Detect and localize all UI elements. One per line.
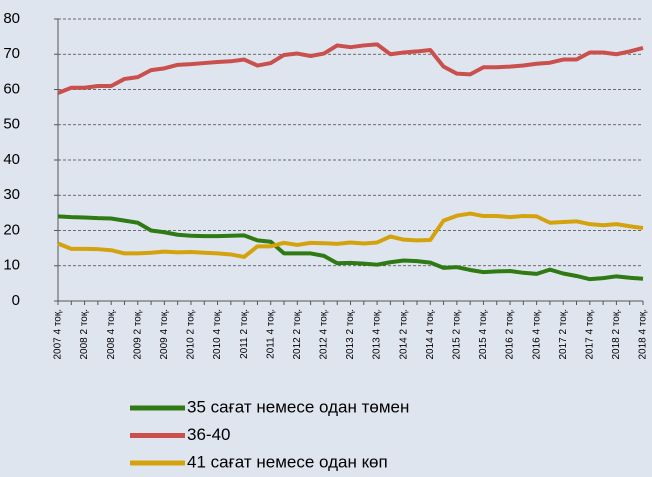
x-tick-label: 2017 2 тоқ. [558,309,569,360]
x-tick-label: 2010 4 тоқ. [212,309,223,360]
legend-label: 36-40 [187,425,230,444]
y-tick-label: 20 [3,221,20,238]
x-tick-label: 2014 2 тоқ. [398,309,409,360]
x-tick-label: 2011 4 тоқ. [265,309,276,359]
x-tick-label: 2009 4 тоқ. [159,309,170,360]
legend-label: 41 сағат немесе одан көп [187,452,388,471]
x-tick-label: 2018 4 тоқ. [638,309,649,360]
y-tick-label: 70 [3,45,20,62]
x-tick-label: 2008 4 тоқ. [106,309,117,360]
series-line [57,214,644,282]
x-tick-label: 2012 4 тоқ. [319,309,330,360]
x-tick-label: 2015 4 тоқ. [478,309,489,360]
x-tick-label: 2007 4 тоқ. [53,309,64,360]
x-tick-label: 2012 2 тоқ. [292,309,303,360]
x-tick-label: 2015 2 тоқ. [452,309,463,360]
y-tick-label: 50 [3,116,20,133]
y-tick-label: 80 [3,10,20,27]
y-tick-label: 60 [3,80,20,97]
legend-label: 35 сағат немесе одан төмен [187,397,409,416]
y-tick-label: 10 [3,257,20,274]
series-line [57,42,644,95]
x-tick-label: 2013 4 тоқ. [372,309,383,360]
y-tick-label: 30 [3,186,20,203]
x-tick-label: 2016 4 тоқ. [531,309,542,360]
x-tick-label: 2008 2 тоқ. [79,309,90,360]
x-tick-label: 2017 4 тоқ. [584,309,595,360]
x-tick-label: 2014 4 тоқ. [425,309,436,360]
x-tick-label: 2009 2 тоқ. [132,309,143,360]
series-line [57,211,644,259]
y-tick-label: 0 [12,292,20,309]
x-tick-label: 2016 2 тоқ. [505,309,516,360]
x-tick-label: 2013 2 тоқ. [345,309,356,360]
x-tick-label: 2010 2 тоқ. [186,309,197,360]
y-tick-label: 40 [3,151,20,168]
x-tick-label: 2011 2 тоқ. [239,309,250,359]
x-tick-label: 2018 2 тоқ. [611,309,622,360]
